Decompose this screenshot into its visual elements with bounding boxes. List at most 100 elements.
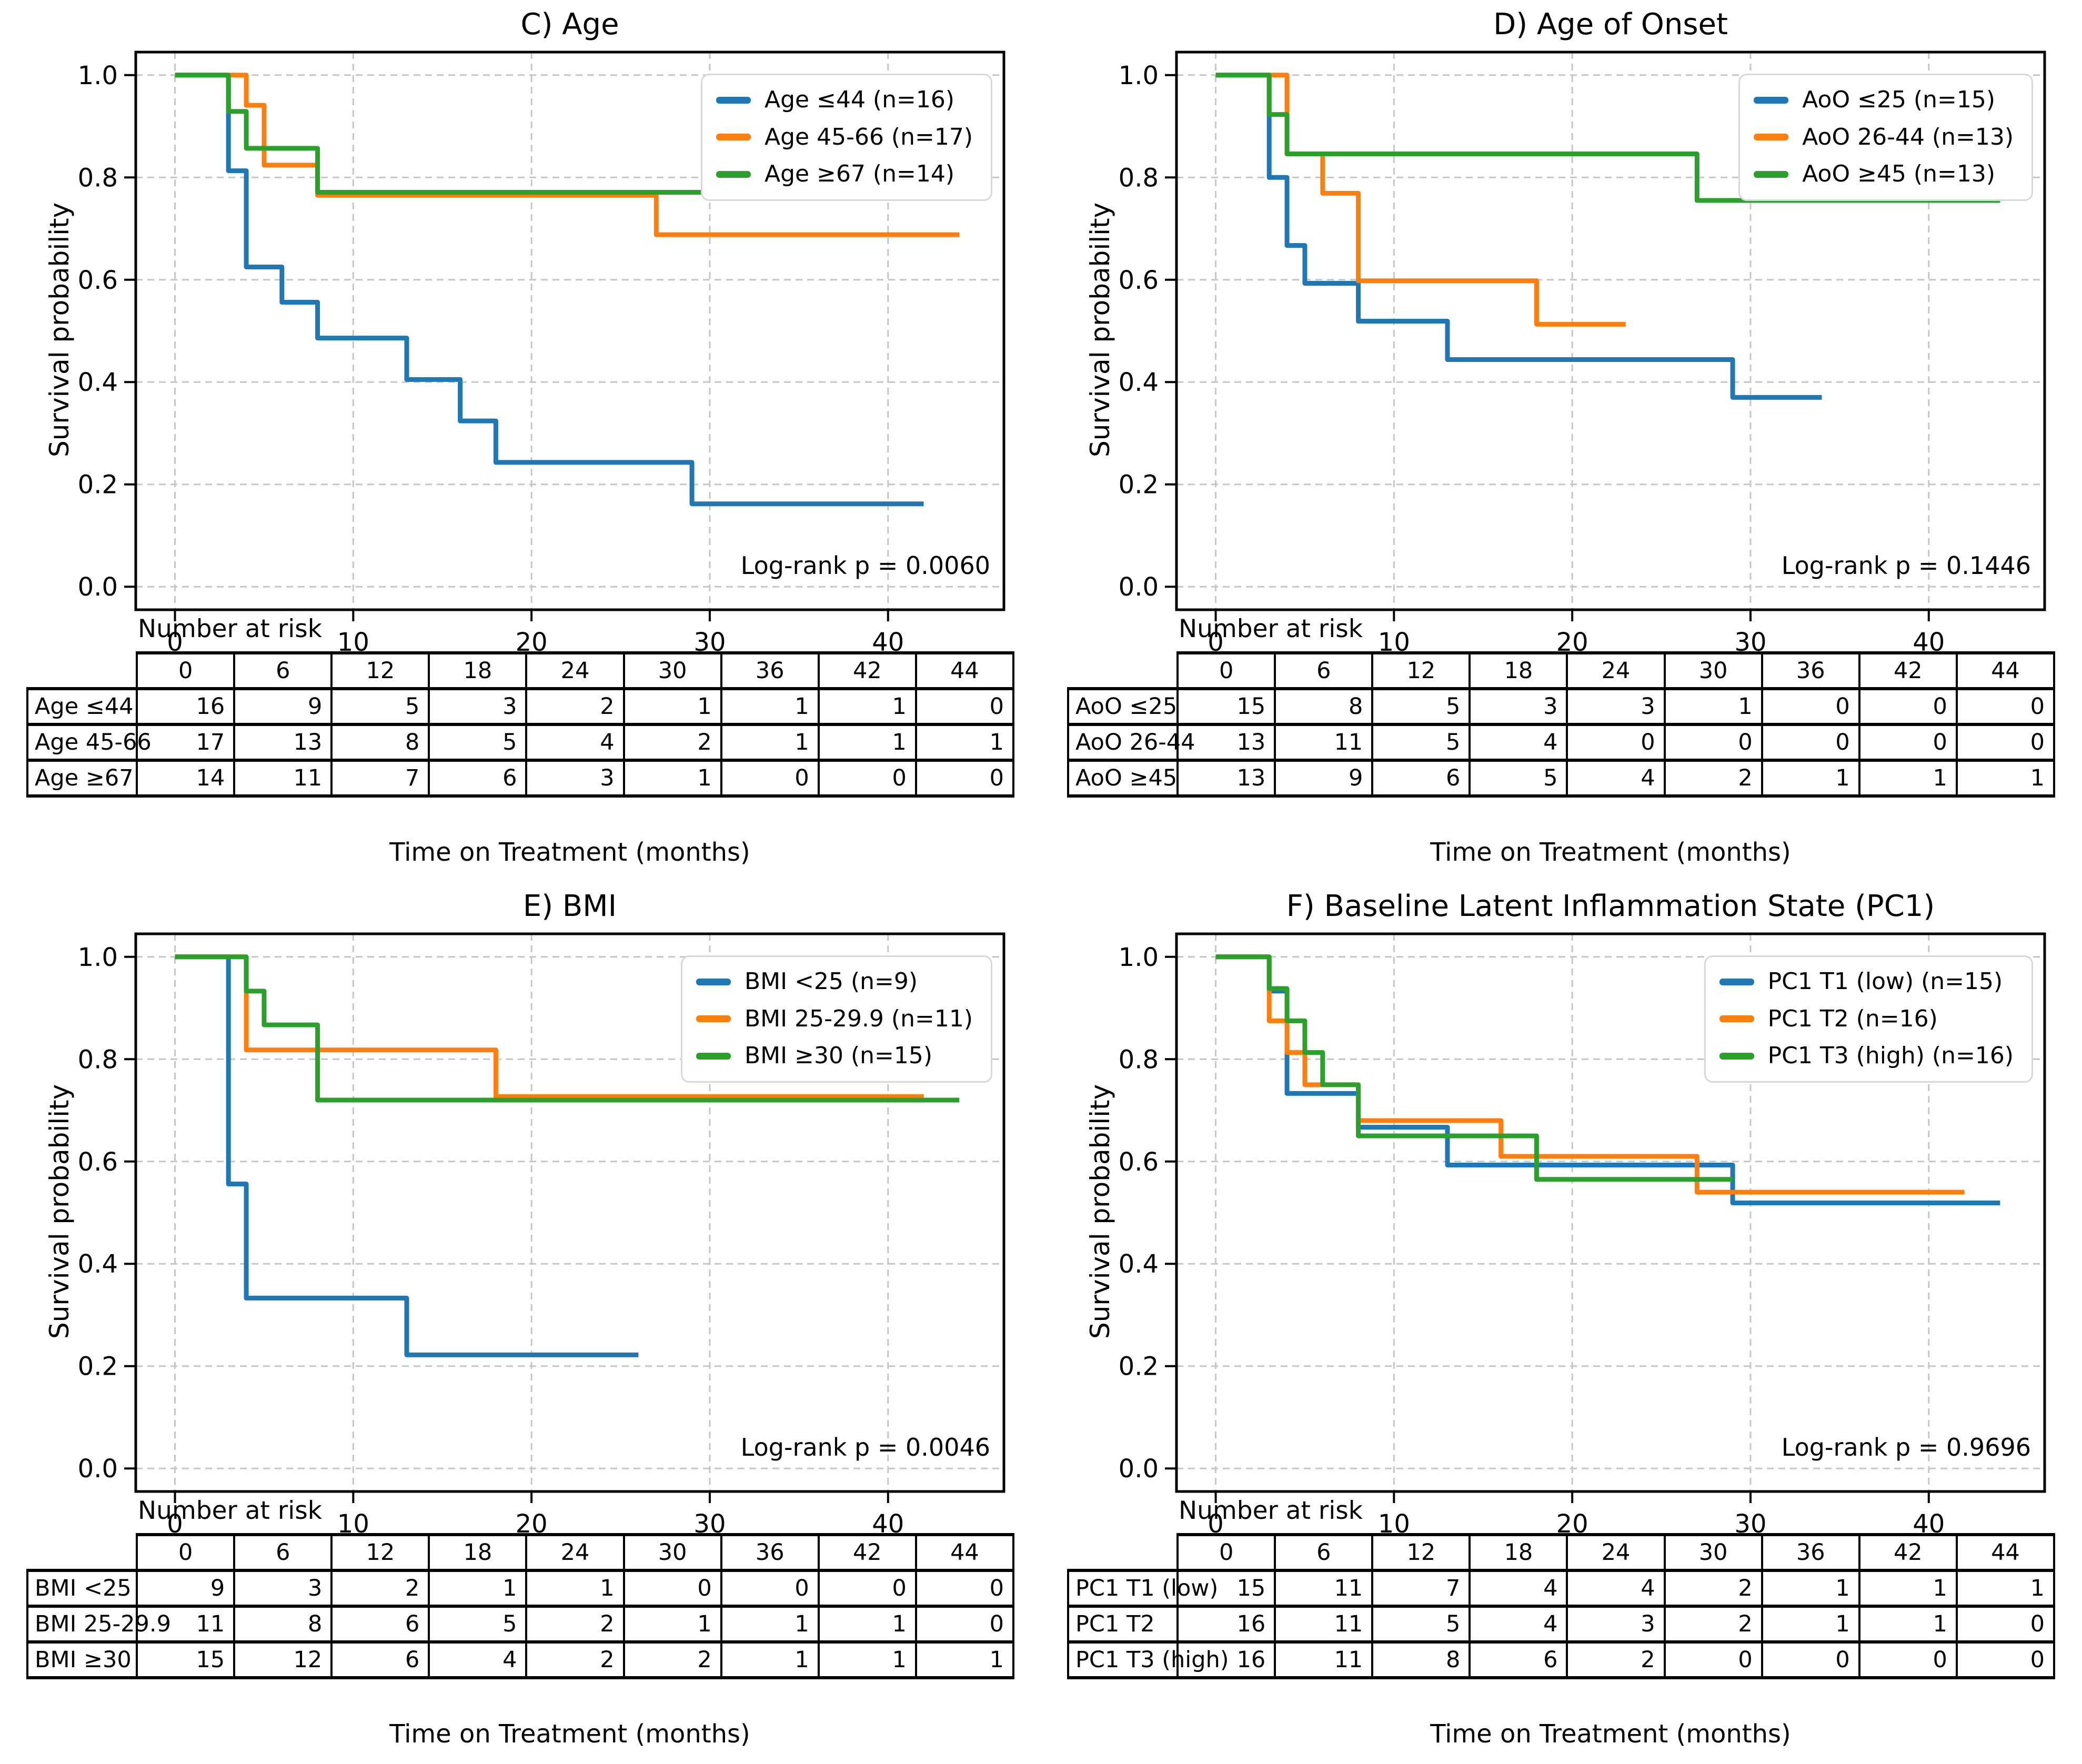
- legend: AoO ≤25 (n=15) AoO 26-44 (n=13) AoO ≥45 (n…: [1738, 74, 2033, 201]
- km-curve-2: [1215, 73, 2000, 203]
- risk-time-header: 36: [720, 1533, 820, 1572]
- risk-time-header: 18: [1469, 1533, 1568, 1572]
- risk-time-header: 30: [1663, 651, 1763, 690]
- risk-time-header: 44: [1955, 1533, 2056, 1572]
- risk-count-cell: 1: [1955, 759, 2056, 798]
- x-tick-label: 20: [1556, 1509, 1588, 1539]
- x-tick-label: 40: [872, 1509, 904, 1539]
- legend-item: Age ≤44 (n=16): [716, 86, 973, 114]
- risk-time-header: 24: [1566, 1533, 1666, 1572]
- risk-count-cell: 3: [233, 1569, 333, 1608]
- risk-table-corner: [27, 1535, 137, 1570]
- risk-time-header: 6: [1274, 651, 1374, 690]
- risk-table-row: BMI 25-29.9 11 8 6 5 2 1 1 1 0: [26, 1605, 1015, 1644]
- risk-count-cell: 1: [1858, 759, 1958, 798]
- y-tick-label: 1.0: [78, 943, 118, 972]
- risk-time-header: 44: [914, 651, 1015, 690]
- plot-border: [134, 932, 1005, 1493]
- panel-title: E) BMI: [522, 889, 617, 923]
- risk-count-cell: 4: [525, 723, 625, 762]
- risk-count-cell: 5: [1371, 1605, 1471, 1644]
- risk-row-label: AoO ≤25: [1067, 687, 1179, 726]
- risk-table-row: Age ≤44 16 9 5 3 2 1 1 1 0: [26, 687, 1015, 726]
- x-tick-label: 0: [1208, 628, 1224, 657]
- risk-time-header: 42: [1858, 1533, 1958, 1572]
- risk-count-cell: 6: [1371, 759, 1471, 798]
- number-at-risk-label: Number at risk: [1179, 1496, 1363, 1525]
- x-tick-label: 0: [167, 1509, 183, 1539]
- risk-count-cell: 0: [1858, 1640, 1958, 1679]
- risk-time-header: 18: [1469, 651, 1568, 690]
- risk-time-header: 6: [233, 651, 333, 690]
- risk-row-label: AoO ≥45: [1067, 759, 1179, 798]
- risk-table-row: PC1 T1 (low) 15 11 7 4 4 2 1 1 1: [1067, 1569, 2056, 1608]
- km-curve-2: [175, 73, 710, 195]
- risk-count-cell: 8: [1274, 687, 1374, 726]
- y-tick-label: 0.2: [78, 1352, 118, 1382]
- risk-count-cell: 7: [330, 759, 430, 798]
- risk-row-label: PC1 T3 (high): [1067, 1640, 1229, 1679]
- x-tick-label: 20: [1556, 628, 1588, 657]
- risk-count-cell: 3: [1566, 1605, 1666, 1644]
- km-curve-0: [1215, 73, 1822, 400]
- risk-time-header: 44: [914, 1533, 1015, 1572]
- risk-count-cell: 11: [1274, 1640, 1374, 1679]
- risk-count-cell: 0: [720, 1569, 820, 1608]
- risk-count-cell: 16: [1176, 1605, 1276, 1644]
- risk-table-bmi: 0 6 12 18 24 30 36 42 44 BMI <25 9 3 2 1 1 0 0 0 0 BMI 25-2…: [26, 1533, 1015, 1679]
- legend-label: AoO ≥45 (n=13): [1802, 160, 1995, 188]
- risk-table-row: AoO ≥45 13 9 6 5 4 2 1 1 1: [1067, 759, 2056, 798]
- risk-count-cell: 3: [1566, 687, 1666, 726]
- legend-swatch: [1719, 1015, 1754, 1023]
- risk-table-age-of-onset: 0 6 12 18 24 30 36 42 44 AoO ≤25 15 8 5 3 3 1 0 0 0 AoO 26-…: [1067, 651, 2056, 798]
- legend-label: PC1 T2 (n=16): [1767, 1005, 1938, 1032]
- risk-time-header: 30: [622, 651, 722, 690]
- risk-count-cell: 1: [914, 1640, 1015, 1679]
- y-tick-label: 0.8: [78, 163, 118, 193]
- y-tick-label: 0.8: [1119, 1045, 1159, 1074]
- risk-count-cell: 1: [817, 687, 917, 726]
- legend: Age ≤44 (n=16) Age 45-66 (n=17) Age ≥67 (n…: [701, 74, 992, 201]
- x-axis-label: Time on Treatment (months): [1430, 1719, 1791, 1749]
- legend: BMI <25 (n=9) BMI 25-29.9 (n=11) BMI ≥30 (…: [680, 955, 992, 1083]
- risk-count-cell: 2: [525, 687, 625, 726]
- legend-item: Age ≥67 (n=14): [716, 161, 973, 188]
- risk-count-cell: 4: [1469, 1569, 1568, 1608]
- risk-count-cell: 6: [1469, 1640, 1568, 1679]
- risk-count-cell: 0: [914, 1569, 1015, 1608]
- y-tick-label: 0.4: [1119, 1249, 1159, 1279]
- legend-swatch: [1754, 170, 1789, 178]
- risk-count-cell: 1: [817, 723, 917, 762]
- x-axis-label: Time on Treatment (months): [1430, 838, 1791, 867]
- risk-count-cell: 0: [1858, 687, 1958, 726]
- risk-time-header: 0: [136, 651, 236, 690]
- risk-count-cell: 0: [622, 1569, 722, 1608]
- legend-item: BMI ≥30 (n=15): [696, 1043, 973, 1070]
- risk-time-header: 12: [1371, 1533, 1471, 1572]
- km-curve-2: [1215, 954, 1733, 1182]
- risk-time-header: 42: [817, 1533, 917, 1572]
- log-rank-p-value: Log-rank p = 0.9696: [1781, 1433, 2031, 1461]
- legend-swatch: [716, 170, 751, 178]
- risk-table-row: AoO ≤25 15 8 5 3 3 1 0 0 0: [1067, 687, 2056, 726]
- x-tick-label: 20: [516, 1509, 548, 1539]
- risk-table-row: AoO 26-44 13 11 5 4 0 0 0 0 0: [1067, 723, 2056, 762]
- risk-row-label: AoO 26-44: [1067, 723, 1195, 762]
- x-tick-label: 30: [1734, 1509, 1766, 1539]
- risk-count-cell: 1: [428, 1569, 528, 1608]
- risk-count-cell: 9: [1274, 759, 1374, 798]
- risk-count-cell: 1: [1955, 1569, 2056, 1608]
- risk-count-cell: 1: [622, 687, 722, 726]
- panel-title: C) Age: [520, 7, 619, 42]
- risk-time-header: 30: [622, 1533, 722, 1572]
- legend-item: PC1 T3 (high) (n=16): [1719, 1043, 2014, 1070]
- risk-time-header: 6: [1274, 1533, 1374, 1572]
- risk-time-header: 0: [1176, 1533, 1276, 1572]
- risk-time-header: 42: [1858, 651, 1958, 690]
- risk-count-cell: 1: [1761, 1569, 1860, 1608]
- y-tick-label: 1.0: [78, 61, 118, 90]
- legend-item: BMI <25 (n=9): [696, 968, 973, 995]
- risk-count-cell: 16: [136, 687, 236, 726]
- risk-table-age: 0 6 12 18 24 30 36 42 44 Age ≤44 16 9 5 3 2 1 1 1 0 Age 45-…: [26, 651, 1015, 798]
- risk-count-cell: 0: [720, 759, 820, 798]
